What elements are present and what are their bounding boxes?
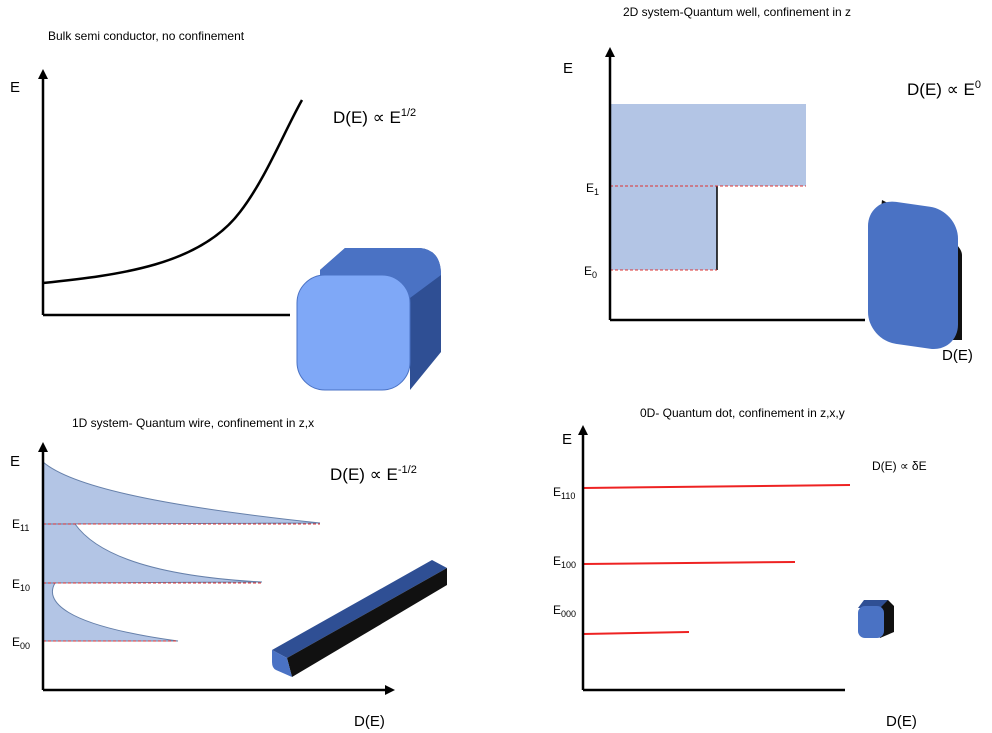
formula: D(E) ∝ E0 xyxy=(907,79,981,99)
level-text: E xyxy=(553,603,561,617)
dos-curve xyxy=(43,100,302,283)
formula-text: D(E) ∝ E xyxy=(333,108,401,127)
y-axis-label: E xyxy=(563,60,573,77)
level-sub: 0 xyxy=(592,270,597,280)
y-axis-label: E xyxy=(562,431,572,448)
y-axis-label: E xyxy=(10,79,20,96)
level-text: E xyxy=(553,485,561,499)
band xyxy=(610,186,717,270)
subband xyxy=(43,524,262,583)
level-line xyxy=(583,632,689,634)
level-label: E110 xyxy=(553,485,575,501)
level-label: E0 xyxy=(584,264,597,280)
slab xyxy=(868,198,962,353)
level-sub: 100 xyxy=(561,560,576,570)
x-axis-label: D(E) xyxy=(354,713,385,730)
level-label: E000 xyxy=(553,603,576,619)
level-sub: 000 xyxy=(561,609,576,619)
level-label: E00 xyxy=(12,635,30,651)
band xyxy=(610,104,806,186)
wire xyxy=(272,560,447,677)
formula: D(E) ∝ E1/2 xyxy=(333,107,416,127)
level-line xyxy=(583,562,795,564)
panel-1d: 1D system- Quantum wire, confinement in … xyxy=(10,416,447,730)
cube xyxy=(297,248,441,390)
formula: D(E) ∝ E-1/2 xyxy=(330,464,417,484)
subband xyxy=(43,462,320,524)
formula-sup: 0 xyxy=(975,79,981,91)
level-text: E xyxy=(553,554,561,568)
level-sub: 00 xyxy=(20,641,30,651)
dot xyxy=(858,600,894,638)
formula-sup: -1/2 xyxy=(398,464,417,476)
level-line xyxy=(583,485,850,488)
level-label: E10 xyxy=(12,577,30,593)
panel-2d: 2D system-Quantum well, confinement in z… xyxy=(563,5,981,364)
title: 1D system- Quantum wire, confinement in … xyxy=(72,416,314,430)
level-label: E11 xyxy=(12,517,29,533)
title: 0D- Quantum dot, confinement in z,x,y xyxy=(640,406,845,420)
level-text: E xyxy=(12,517,20,531)
title: Bulk semi conductor, no confinement xyxy=(48,29,245,43)
level-sub: 110 xyxy=(561,491,575,501)
level-text: E xyxy=(584,264,592,278)
panel-0d: 0D- Quantum dot, confinement in z,x,y E … xyxy=(553,406,927,730)
diagram: Bulk semi conductor, no confinement E D(… xyxy=(0,0,992,733)
x-axis-label: D(E) xyxy=(942,347,973,364)
subband xyxy=(43,583,178,641)
formula-sup: 1/2 xyxy=(401,107,416,119)
x-axis-label: D(E) xyxy=(886,713,917,730)
level-text: E xyxy=(12,635,20,649)
formula: D(E) ∝ δE xyxy=(872,459,927,473)
level-label: E1 xyxy=(586,181,599,197)
level-sub: 1 xyxy=(594,187,599,197)
formula-text: D(E) ∝ E xyxy=(907,80,975,99)
y-axis-label: E xyxy=(10,453,20,470)
level-text: E xyxy=(12,577,20,591)
level-text: E xyxy=(586,181,594,195)
formula-text: D(E) ∝ E xyxy=(330,465,398,484)
level-sub: 11 xyxy=(20,523,29,533)
panel-bulk: Bulk semi conductor, no confinement E D(… xyxy=(10,29,441,390)
level-sub: 10 xyxy=(20,583,30,593)
level-label: E100 xyxy=(553,554,576,570)
title: 2D system-Quantum well, confinement in z xyxy=(623,5,851,19)
page: Bulk semi conductor, no confinement E D(… xyxy=(0,0,992,733)
